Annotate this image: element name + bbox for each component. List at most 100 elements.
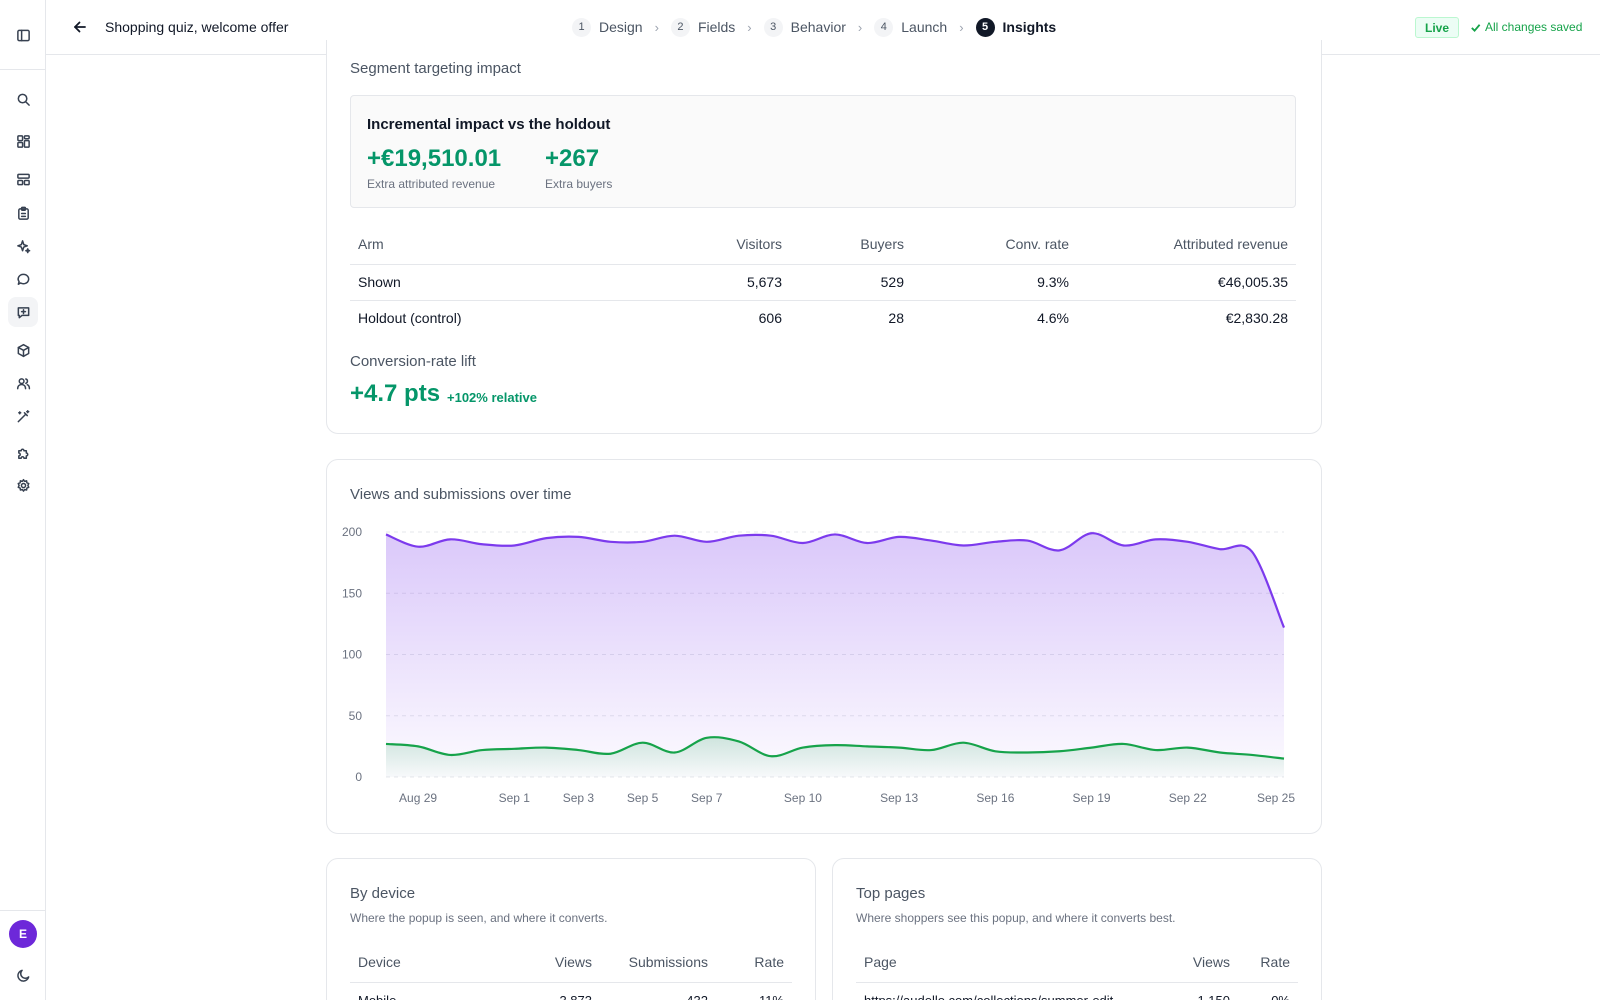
table-row[interactable]: https://audello.com/collections/summer-e…	[856, 982, 1298, 1000]
table-cell: 4.6%	[1037, 310, 1069, 327]
x-tick-label: Sep 13	[880, 791, 918, 805]
y-tick-label: 100	[342, 648, 362, 662]
step-label: Insights	[1002, 19, 1057, 35]
moon-icon[interactable]	[8, 960, 38, 990]
chevron-right-icon: ›	[654, 19, 659, 35]
column-header[interactable]: Views	[530, 942, 600, 983]
column-header[interactable]: Visitors	[630, 224, 790, 265]
table-row: Shown 5,673 529 9.3% €46,005.35	[350, 264, 1296, 301]
step-label: Design	[599, 19, 643, 35]
table-header-row: Device Views Submissions Rate	[350, 942, 792, 983]
chevron-right-icon: ›	[959, 19, 964, 35]
settings-icon[interactable]	[8, 470, 38, 500]
puzzle-icon[interactable]	[8, 438, 38, 468]
x-tick-label: Sep 25	[1257, 791, 1295, 805]
table-cell: 606	[758, 310, 782, 327]
table-cell: 529	[790, 264, 912, 301]
pages-table: Page Views Rate https://audello.com/coll…	[856, 942, 1298, 1000]
sparkles-icon[interactable]	[8, 231, 38, 261]
chevron-right-icon: ›	[747, 19, 752, 35]
step-launch[interactable]: 4 Launch	[874, 17, 948, 37]
column-header[interactable]: Device	[350, 942, 530, 983]
page-link[interactable]: https://audello.com/collections/summer-e…	[856, 982, 1166, 1000]
device-table: Device Views Submissions Rate Mobile 3,8…	[350, 942, 792, 1000]
x-tick-label: Sep 16	[976, 791, 1014, 805]
metric-buyers: +267 Extra buyers	[545, 145, 612, 191]
search-icon[interactable]	[8, 84, 38, 114]
step-fields[interactable]: 2 Fields	[670, 17, 735, 37]
rail-top	[0, 0, 45, 70]
step-design[interactable]: 1 Design	[572, 17, 643, 37]
device-title: By device	[350, 885, 416, 902]
lift-value: +4.7 pts	[350, 380, 441, 407]
x-tick-label: Aug 29	[399, 791, 437, 805]
back-button[interactable]	[68, 15, 92, 39]
column-header[interactable]: Submissions	[600, 942, 716, 983]
series-area-1	[386, 737, 1284, 777]
impact-summary: Incremental impact vs the holdout +€19,5…	[350, 95, 1296, 208]
y-tick-label: 0	[355, 770, 362, 784]
avatar[interactable]: E	[9, 920, 37, 948]
check-icon	[1471, 23, 1481, 32]
arrow-left-icon	[74, 21, 86, 33]
table-cell: Holdout (control)	[358, 310, 462, 327]
pages-title: Top pages	[856, 885, 926, 902]
save-status-label: All changes saved	[1485, 20, 1583, 34]
column-header[interactable]: Attributed revenue	[1077, 224, 1296, 265]
y-tick-label: 50	[349, 709, 363, 723]
column-header[interactable]: Rate	[1238, 942, 1298, 983]
table-cell: 1,150	[1166, 982, 1238, 1000]
lift-relative: +102% relative	[447, 390, 537, 405]
x-tick-label: Sep 3	[563, 791, 595, 805]
panel-toggle-icon[interactable]	[8, 20, 38, 50]
column-header[interactable]: Page	[856, 942, 1166, 983]
column-header[interactable]: Buyers	[790, 224, 912, 265]
column-header[interactable]: Conv. rate	[912, 224, 1077, 265]
table-cell: 9.3%	[912, 264, 1077, 301]
package-icon[interactable]	[8, 335, 38, 365]
table-cell: 0%	[1238, 982, 1298, 1000]
timeline-chart: 0 50 100 150 200 Aug 29 Sep 1 Sep 3 Sep 5 Sep 7 Se…	[342, 525, 1295, 805]
column-header[interactable]: Arm	[350, 224, 630, 265]
message-square-icon[interactable]	[8, 297, 38, 327]
status-badge: Live	[1415, 17, 1460, 38]
sidebar-rail: E	[0, 0, 46, 1000]
metric-label: Extra attributed revenue	[367, 177, 496, 191]
clipboard-icon[interactable]	[8, 198, 38, 228]
table-row: Mobile 3,873 432 11%	[350, 982, 792, 1000]
dashboard-icon[interactable]	[8, 126, 38, 156]
step-number: 2	[670, 17, 690, 37]
step-number: 4	[874, 17, 894, 37]
page-title: Shopping quiz, welcome offer	[105, 19, 289, 35]
step-label: Launch	[901, 19, 948, 35]
magic-wand-icon[interactable]	[8, 401, 38, 431]
table-cell: 28	[888, 310, 904, 327]
step-behavior[interactable]: 3 Behavior	[763, 17, 846, 37]
table-cell: 5,673	[630, 264, 790, 301]
chevron-right-icon: ›	[857, 19, 863, 35]
y-tick-label: 200	[342, 525, 362, 539]
step-number: 1	[572, 17, 591, 37]
column-header[interactable]: Rate	[716, 942, 792, 983]
lift-title: Conversion-rate lift	[350, 353, 476, 370]
arm-table: Arm Visitors Buyers Conv. rate Attribute…	[350, 224, 1296, 336]
step-label: Behavior	[790, 19, 846, 35]
column-header[interactable]: Views	[1166, 942, 1238, 983]
chat-icon[interactable]	[8, 264, 38, 294]
series-line-1	[385, 736, 1285, 760]
x-tick-label: Sep 10	[784, 791, 822, 805]
table-header-row: Page Views Rate	[856, 942, 1298, 983]
series-line-0	[385, 532, 1286, 628]
users-icon[interactable]	[8, 368, 38, 398]
step-insights[interactable]: 5 Insights	[975, 17, 1057, 37]
pages-subtitle: Where shoppers see this popup, and where…	[856, 911, 1176, 925]
x-tick-label: Sep 19	[1073, 791, 1111, 805]
metric-revenue: +€19,510.01 Extra attributed revenue	[367, 145, 501, 191]
stepper: 1 Design › 2 Fields › 3 Behavior › 4 Launch …	[572, 16, 1056, 38]
series-area-0	[386, 533, 1284, 777]
layout-icon[interactable]	[8, 164, 38, 194]
table-row: Holdout (control) 606 28 4.6% €2,830.28	[350, 300, 1296, 336]
chart-title: Views and submissions over time	[350, 486, 572, 503]
table-header-row: Arm Visitors Buyers Conv. rate Attribute…	[350, 224, 1296, 265]
metric-value: +€19,510.01	[367, 145, 502, 172]
